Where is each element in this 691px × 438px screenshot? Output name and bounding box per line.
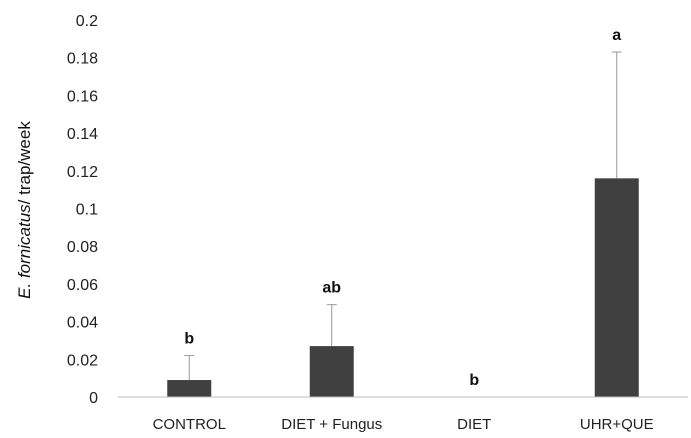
significance-label: b [184,331,194,348]
y-tick-label: 0.04 [67,315,98,332]
significance-label: b [469,372,479,389]
y-axis-label-rest: / trap/week [15,121,34,205]
x-category-label: CONTROL [153,416,226,433]
bar [167,380,212,397]
y-tick-label: 0 [89,390,98,407]
y-tick-label: 0.18 [67,51,98,68]
y-tick-label: 0.08 [67,239,98,256]
y-tick-label: 0.12 [67,164,98,181]
x-axis-categories: CONTROL DIET + Fungus DIET UHR+QUE [153,416,654,433]
bar [309,346,354,397]
y-axis-label: E. fornicatus/ trap/week [15,121,34,299]
y-axis-ticks: 0 0.02 0.04 0.06 0.08 0.1 0.12 0.14 0.16 0.18 0.2 [67,13,98,407]
y-tick-label: 0.1 [76,202,98,219]
x-category-label: DIET + Fungus [281,416,382,433]
x-category-label: DIET [457,416,491,433]
y-tick-label: 0.02 [67,352,98,369]
bar [594,178,639,397]
y-tick-label: 0.2 [76,13,98,30]
y-tick-label: 0.06 [67,277,98,294]
bars: b ab b a [167,27,639,397]
significance-label: a [612,27,621,44]
y-tick-label: 0.16 [67,88,98,105]
y-tick-label: 0.14 [67,126,98,143]
x-category-label: UHR+QUE [580,416,654,433]
significance-label: ab [322,280,341,297]
y-axis-label-italic: E. fornicatus [15,204,34,299]
